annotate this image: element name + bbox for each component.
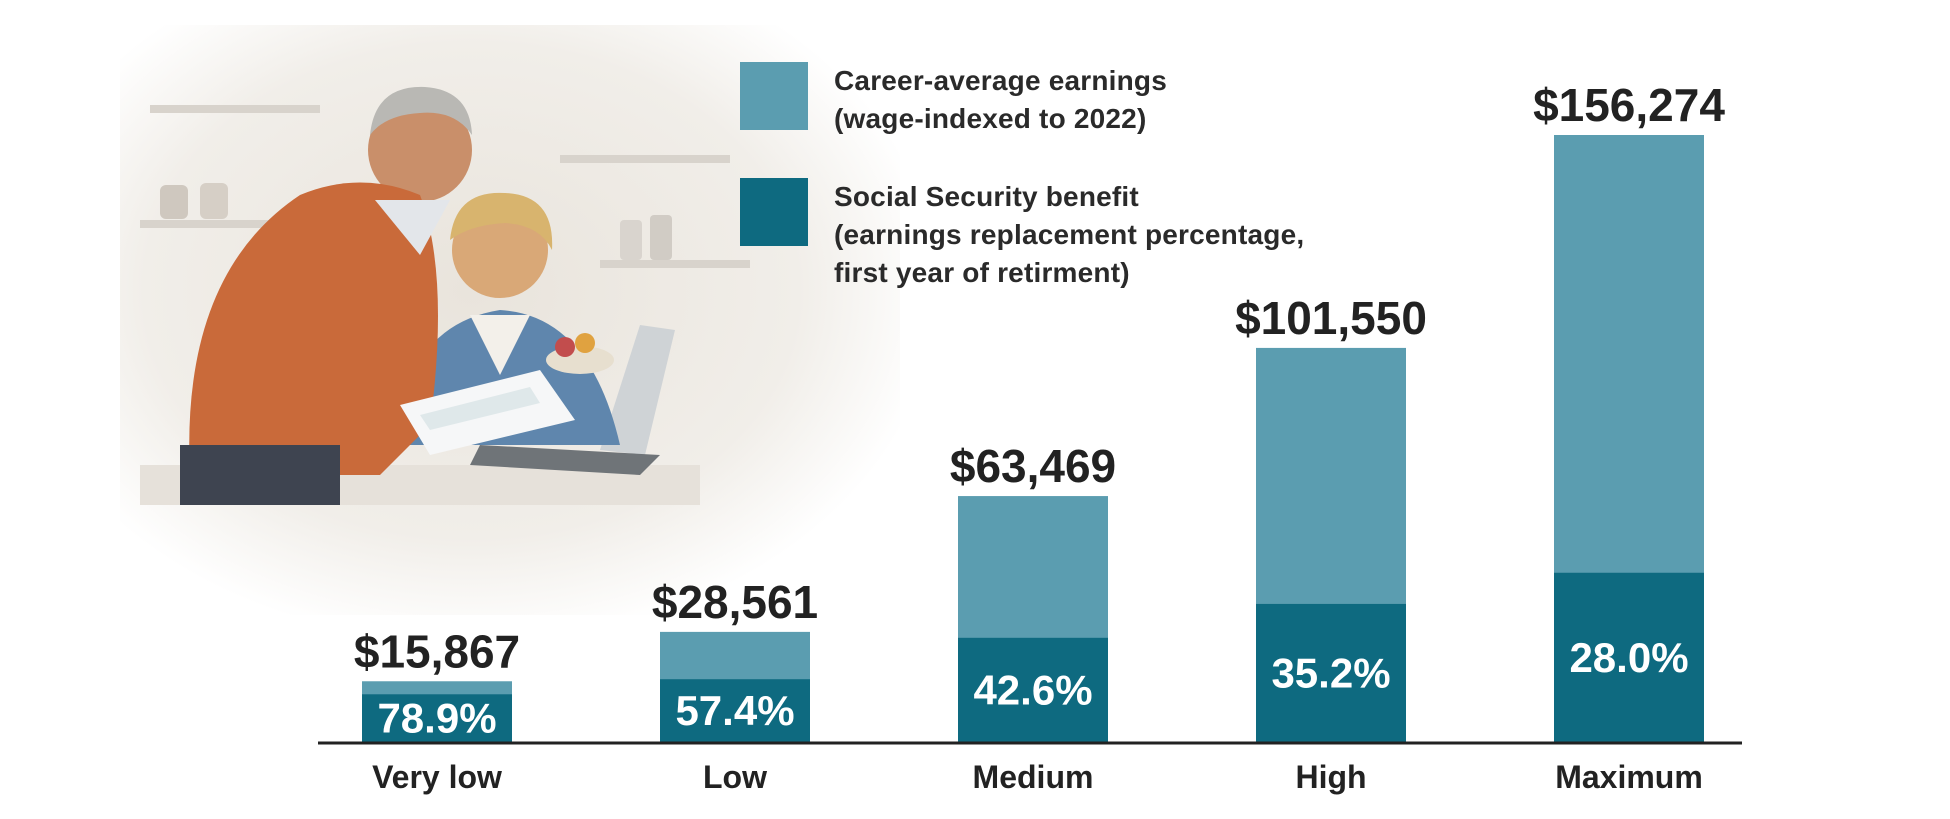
benefit-percent-label-0: 78.9% bbox=[377, 695, 496, 742]
benefit-bar-0 bbox=[362, 694, 512, 743]
legend-earnings-line-2: (wage-indexed to 2022) bbox=[834, 103, 1147, 134]
benefit-bar-2 bbox=[958, 637, 1108, 743]
benefit-percent-label-3: 35.2% bbox=[1271, 649, 1390, 696]
category-label-1: Low bbox=[703, 759, 767, 795]
legend-earnings: Career-average earnings (wage-indexed to… bbox=[740, 62, 1167, 138]
earnings-value-label-1: $28,561 bbox=[652, 576, 818, 628]
benefit-percent-label-2: 42.6% bbox=[973, 666, 1092, 713]
benefit-bar-3 bbox=[1256, 603, 1406, 743]
benefit-bar-4 bbox=[1554, 572, 1704, 743]
legend-benefit-line-3: first year of retirment) bbox=[834, 257, 1130, 288]
legend-earnings-swatch bbox=[740, 62, 808, 130]
legend-benefit: Social Security benefit (earnings replac… bbox=[740, 178, 1304, 292]
earnings-value-label-2: $63,469 bbox=[950, 440, 1116, 492]
earnings-value-label-4: $156,274 bbox=[1533, 79, 1725, 131]
legend-benefit-text: Social Security benefit (earnings replac… bbox=[834, 178, 1304, 292]
benefit-percent-label-4: 28.0% bbox=[1569, 634, 1688, 681]
earnings-value-label-3: $101,550 bbox=[1235, 292, 1427, 344]
legend-earnings-text: Career-average earnings (wage-indexed to… bbox=[834, 62, 1167, 138]
legend-benefit-line-1: Social Security benefit bbox=[834, 181, 1139, 212]
category-label-2: Medium bbox=[973, 759, 1094, 795]
category-label-3: High bbox=[1295, 759, 1366, 795]
category-label-4: Maximum bbox=[1555, 759, 1703, 795]
legend-benefit-line-2: (earnings replacement percentage, bbox=[834, 219, 1305, 250]
benefit-percent-label-1: 57.4% bbox=[675, 687, 794, 734]
benefit-bar-1 bbox=[660, 679, 810, 743]
legend-earnings-line-1: Career-average earnings bbox=[834, 65, 1167, 96]
legend-benefit-swatch bbox=[740, 178, 808, 246]
earnings-value-label-0: $15,867 bbox=[354, 625, 520, 677]
category-label-0: Very low bbox=[372, 759, 502, 795]
